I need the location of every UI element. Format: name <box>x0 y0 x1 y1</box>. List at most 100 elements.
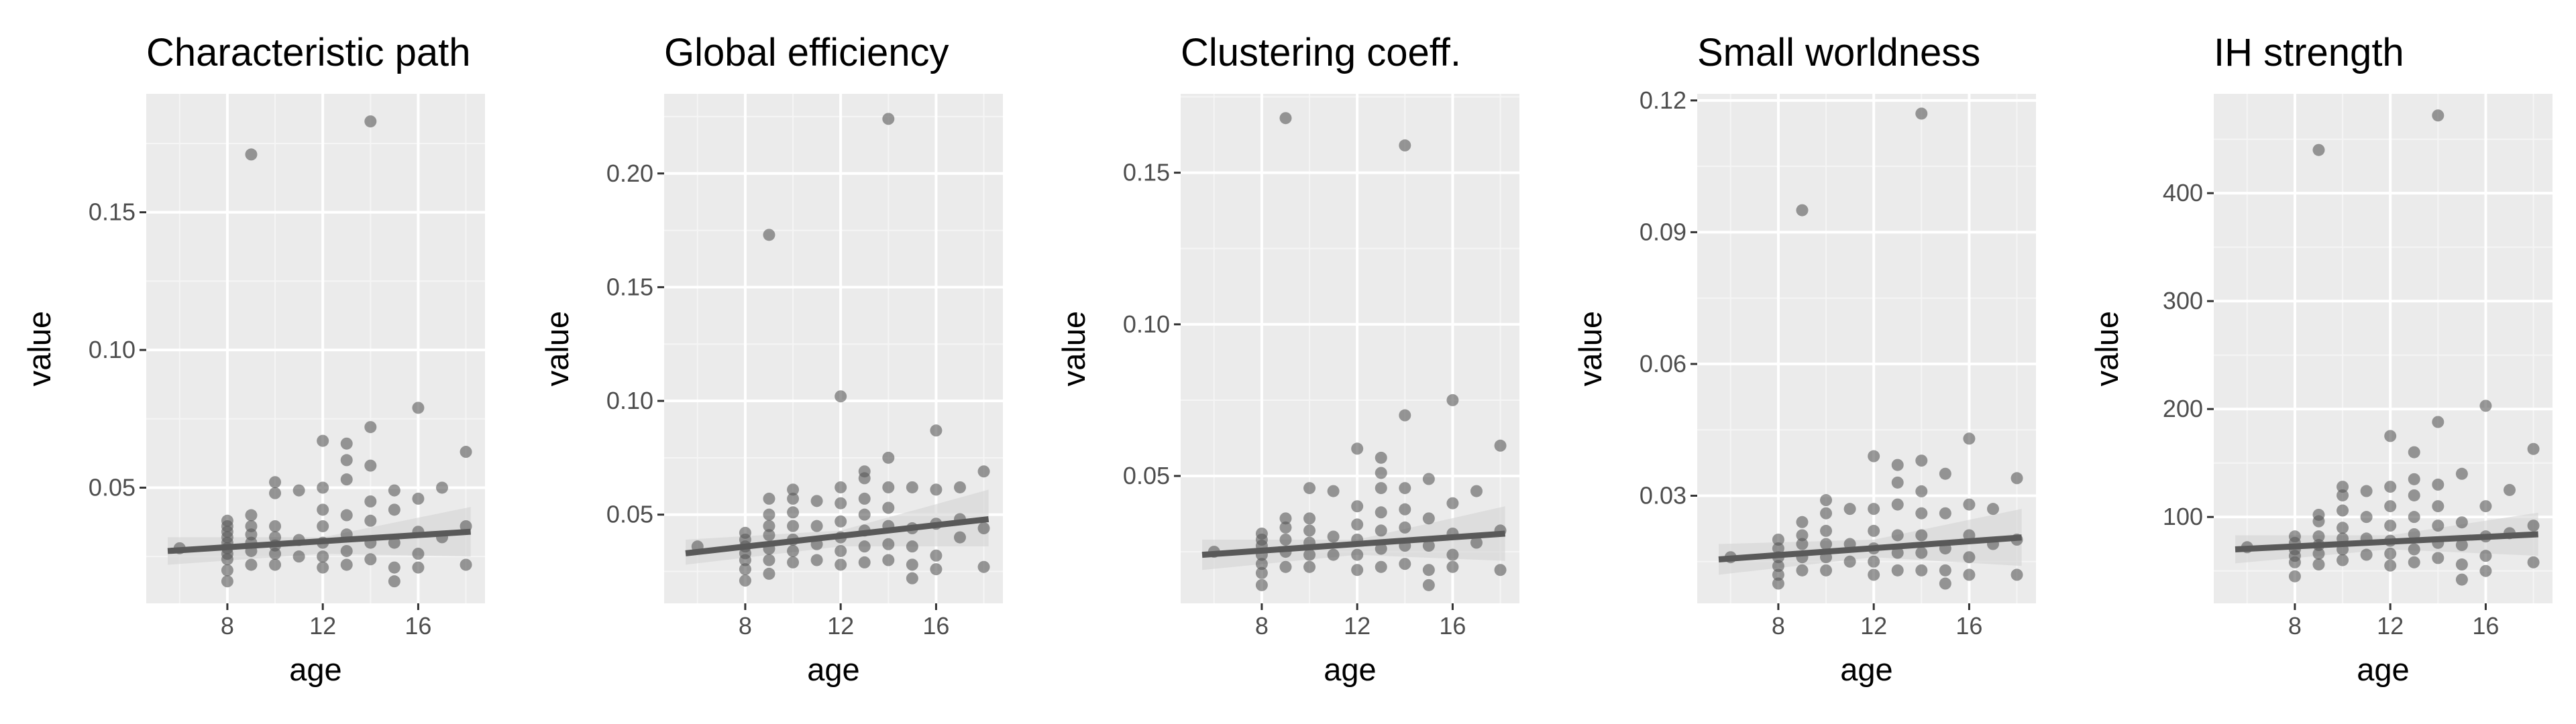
data-point <box>1939 467 1951 480</box>
data-point <box>858 556 871 568</box>
data-point <box>2432 520 2445 532</box>
data-point <box>2432 500 2445 513</box>
data-point <box>1422 540 1435 552</box>
data-point <box>340 473 353 486</box>
y-tick-label: 0.10 <box>89 336 136 363</box>
x-tick-label: 8 <box>1772 612 1785 640</box>
data-point <box>953 481 966 493</box>
y-axis-title: value <box>2089 311 2125 386</box>
data-point <box>763 508 775 521</box>
data-point <box>882 554 895 566</box>
data-point <box>763 529 775 542</box>
data-point <box>2360 485 2373 497</box>
confidence-band <box>168 507 471 565</box>
data-point <box>763 554 775 566</box>
data-point <box>2479 550 2492 562</box>
data-point <box>1327 548 1340 561</box>
data-point <box>1255 566 1268 579</box>
data-point <box>2312 530 2325 543</box>
panel-title: Clustering coeff. <box>1181 31 1461 74</box>
data-point <box>2455 539 2468 552</box>
data-point <box>412 561 425 574</box>
x-tick-label: 12 <box>1860 612 1887 640</box>
data-point <box>1963 498 1976 511</box>
data-point <box>1422 579 1435 591</box>
data-point <box>1796 529 1809 542</box>
data-point <box>906 572 918 585</box>
data-point <box>2408 489 2420 501</box>
data-point <box>739 526 751 539</box>
data-point <box>364 115 377 128</box>
data-point <box>763 492 775 505</box>
data-point <box>1820 538 1833 550</box>
data-point <box>2360 511 2373 524</box>
data-point <box>1939 564 1951 577</box>
data-point <box>460 446 472 459</box>
data-point <box>1796 204 1809 217</box>
data-point <box>739 575 751 587</box>
data-point <box>739 563 751 576</box>
data-point <box>1891 546 1904 559</box>
y-tick-label: 300 <box>2163 287 2203 314</box>
data-point <box>787 520 800 532</box>
y-tick-label: 100 <box>2163 503 2203 530</box>
data-point <box>221 514 233 527</box>
data-point <box>1843 503 1856 516</box>
regression-line <box>1718 534 2022 562</box>
data-point <box>1939 577 1951 590</box>
data-point <box>1891 476 1904 489</box>
data-point <box>882 113 895 125</box>
data-point <box>1255 527 1268 540</box>
data-point <box>245 528 258 541</box>
data-point <box>1494 439 1507 452</box>
x-tick-label: 12 <box>309 612 336 640</box>
data-point <box>2312 558 2325 571</box>
data-point <box>1915 529 1928 542</box>
data-point <box>835 558 847 571</box>
data-point <box>1868 503 1880 516</box>
data-point <box>2479 400 2492 412</box>
data-point <box>1279 521 1292 534</box>
data-point <box>906 540 918 553</box>
data-point <box>835 481 847 493</box>
data-point <box>340 509 353 522</box>
y-tick-label: 0.15 <box>1123 159 1170 186</box>
data-point <box>1772 560 1784 572</box>
data-point <box>340 437 353 450</box>
x-tick-label: 16 <box>1439 612 1466 640</box>
data-point <box>2455 467 2468 480</box>
data-point <box>1446 497 1459 509</box>
data-point <box>1399 503 1411 516</box>
data-point <box>1915 507 1928 520</box>
data-point <box>1303 548 1316 561</box>
data-point <box>1279 534 1292 546</box>
data-point <box>340 544 353 557</box>
y-axis-title: value <box>539 311 575 386</box>
data-point <box>2503 483 2516 496</box>
data-point <box>977 465 990 478</box>
data-point <box>269 548 282 560</box>
data-point <box>2288 570 2301 583</box>
data-point <box>787 483 800 496</box>
data-point <box>435 481 448 494</box>
chart-panel: 8 12 16 0.05 0.10 0.15 0.20 Global efficiency ag… <box>539 31 1003 687</box>
data-point <box>2408 543 2420 556</box>
data-point <box>835 390 847 403</box>
data-point <box>906 558 918 571</box>
y-axis-title: value <box>1056 311 1091 386</box>
confidence-band <box>1202 506 1505 570</box>
x-axis-title: age <box>1324 652 1376 687</box>
data-point <box>858 465 871 478</box>
data-point <box>2288 530 2301 543</box>
data-point <box>930 563 943 576</box>
data-point <box>977 560 990 573</box>
data-point <box>2337 481 2349 493</box>
data-point <box>364 421 377 434</box>
x-axis-title: age <box>289 652 341 687</box>
data-point <box>763 520 775 532</box>
x-tick-label: 16 <box>405 612 431 640</box>
regression-line <box>685 516 989 556</box>
data-point <box>1422 564 1435 577</box>
data-point <box>2432 109 2445 122</box>
data-point <box>810 520 823 532</box>
